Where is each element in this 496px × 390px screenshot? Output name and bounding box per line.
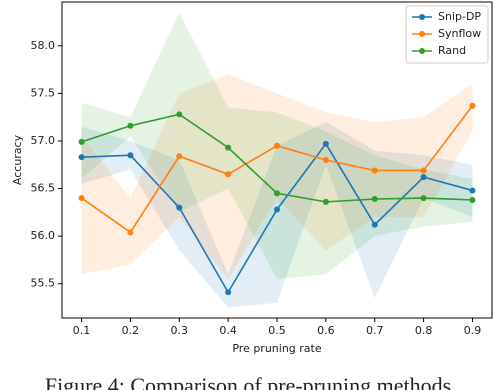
- point: [469, 102, 476, 109]
- x-tick-label: 0.3: [171, 324, 189, 337]
- y-tick-label: 55.5: [31, 277, 56, 290]
- x-tick-label: 0.6: [317, 324, 335, 337]
- x-tick-label: 0.2: [122, 324, 140, 337]
- error-band: [81, 74, 473, 279]
- point: [78, 195, 85, 202]
- y-tick-label: 57.0: [31, 134, 56, 147]
- legend-label: Snip-DP: [438, 10, 481, 23]
- legend-label: Rand: [438, 44, 466, 57]
- point: [322, 140, 329, 147]
- point: [225, 171, 232, 178]
- point: [469, 196, 476, 203]
- y-tick-label: 57.5: [31, 86, 56, 99]
- y-axis-label: Accuracy: [11, 134, 24, 185]
- legend-box: [405, 5, 489, 64]
- x-tick-label: 0.9: [464, 324, 482, 337]
- point: [322, 198, 329, 205]
- point: [322, 157, 329, 163]
- x-axis-label: Pre pruning rate: [232, 342, 322, 355]
- point: [469, 187, 476, 194]
- point: [127, 122, 134, 129]
- x-tick-label: 0.7: [366, 324, 384, 337]
- legend-marker: [419, 14, 425, 20]
- x-tick-label: 0.5: [268, 324, 286, 337]
- y-tick-label: 58.0: [31, 39, 56, 52]
- point: [127, 152, 134, 159]
- legend-label: Synflow: [438, 27, 481, 40]
- point: [225, 289, 232, 296]
- point: [176, 204, 183, 211]
- plot-frame: [61, 1, 493, 319]
- x-tick-label: 0.8: [415, 324, 433, 337]
- point: [176, 153, 183, 160]
- point: [420, 167, 427, 174]
- legend-marker: [419, 31, 425, 37]
- point: [78, 138, 85, 145]
- point: [127, 229, 134, 236]
- point: [371, 196, 378, 203]
- legend-marker: [419, 48, 425, 54]
- x-tick-label: 0.1: [73, 324, 91, 337]
- x-tick-label: 0.4: [219, 324, 237, 337]
- caption: Figure 4: Comparison of pre-pruning meth…: [45, 373, 451, 390]
- y-tick-label: 56.5: [31, 182, 56, 195]
- point: [371, 167, 378, 174]
- point: [371, 221, 378, 228]
- point: [176, 111, 183, 118]
- point: [420, 174, 427, 181]
- point: [274, 142, 280, 149]
- point: [225, 144, 232, 151]
- y-tick-label: 56.0: [31, 229, 56, 242]
- point: [274, 206, 280, 213]
- point: [420, 195, 427, 202]
- point: [274, 190, 280, 197]
- point: [78, 154, 85, 161]
